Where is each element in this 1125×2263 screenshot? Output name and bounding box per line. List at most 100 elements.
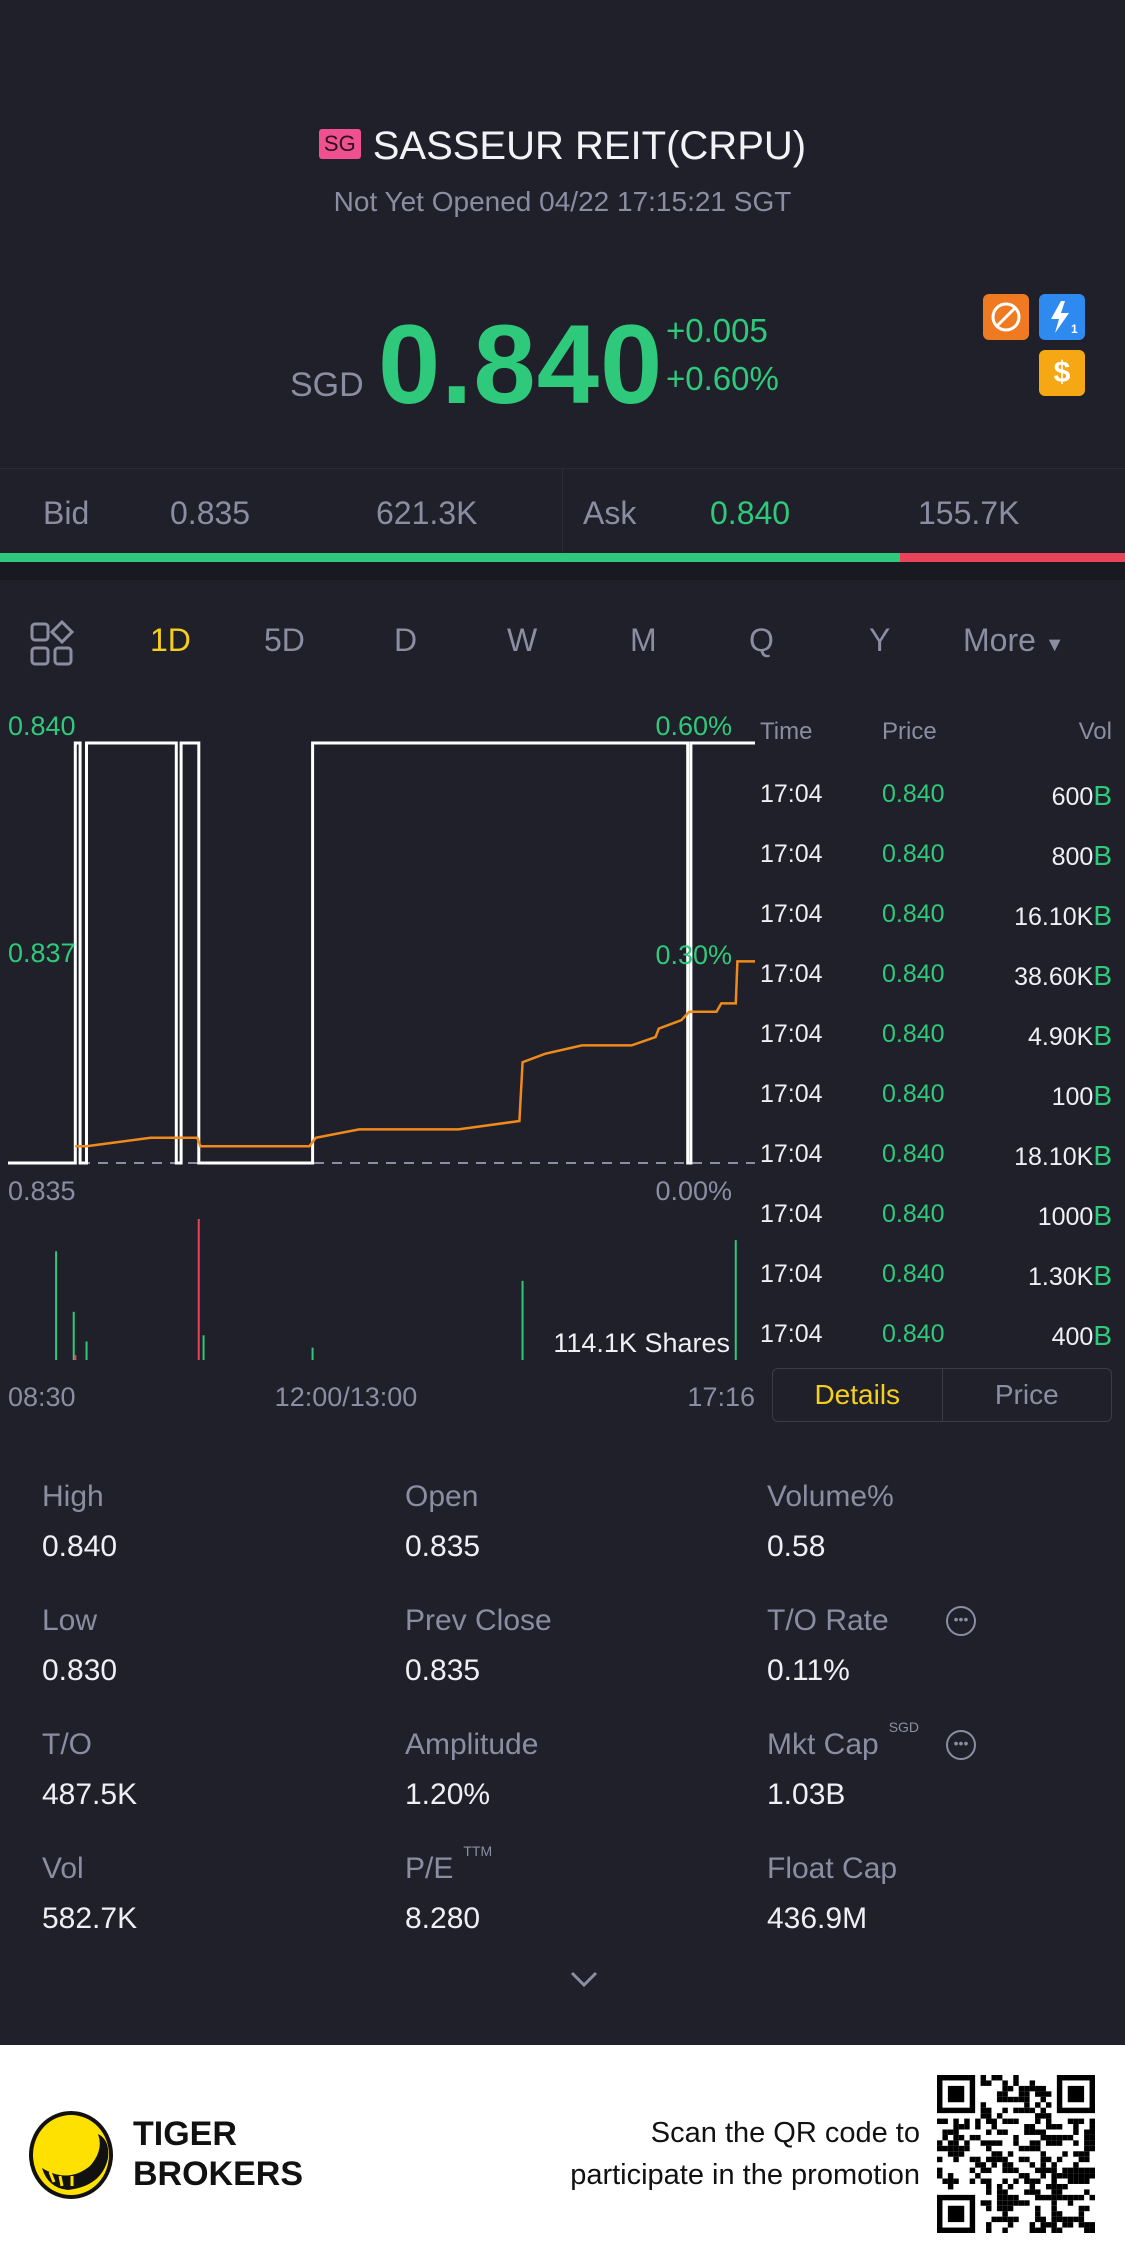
trade-row: 17:04 0.840 18.10KB (760, 1140, 1112, 1180)
exchange-badge: SG (318, 129, 361, 160)
trade-time: 17:04 (760, 1020, 823, 1048)
detail-label: Volume% (767, 1480, 894, 1514)
trade-price: 0.840 (882, 1260, 945, 1288)
dollar-icon[interactable]: $ (1039, 350, 1085, 396)
detail-value: 582.7K (42, 1902, 138, 1935)
trade-volume: 1.30KB (1028, 1260, 1112, 1292)
brand-line-1: TIGER (133, 2115, 237, 2153)
more-info-icon[interactable]: ••• (946, 1606, 976, 1636)
x-label-open: 08:30 (8, 1382, 76, 1410)
detail-value: 487.5K (42, 1778, 138, 1811)
pct-label-high: 0.60% (655, 711, 732, 741)
tab-w[interactable]: W (507, 622, 538, 658)
trade-price: 0.840 (882, 1320, 945, 1348)
no-short-icon[interactable] (983, 294, 1029, 340)
stock-title: SG SASSEUR REIT(CRPU) (0, 124, 1125, 169)
trade-price: 0.840 (882, 960, 945, 988)
detail-label: T/O Rate (767, 1604, 889, 1638)
trade-row: 17:04 0.840 4.90KB (760, 1020, 1112, 1060)
price-line (8, 741, 755, 1165)
bid-price: 0.835 (170, 495, 251, 531)
qr-code[interactable] (937, 2075, 1095, 2233)
market-status: Not Yet Opened 04/22 17:15:21 SGT (333, 186, 792, 217)
tab-more[interactable]: More ▼ (963, 622, 1065, 659)
detail-value: 0.840 (42, 1530, 118, 1563)
pct-label-low: 0.00% (655, 1176, 732, 1206)
bid-ratio-fill (0, 553, 900, 562)
trade-row: 17:04 0.840 1.30KB (760, 1260, 1112, 1300)
tiger-brokers-logo (29, 2111, 113, 2199)
trade-volume: 38.60KB (1014, 960, 1112, 992)
trade-side: B (1093, 900, 1112, 931)
more-info-icon[interactable]: ••• (946, 1730, 976, 1760)
trade-side: B (1093, 1200, 1112, 1231)
tab-q[interactable]: Q (749, 622, 774, 658)
trade-price: 0.840 (882, 900, 945, 928)
detail-label: Mkt Cap SGD (767, 1719, 919, 1762)
panel-toggle: Details Price (772, 1368, 1112, 1422)
x-label-close: 17:16 (687, 1382, 755, 1410)
price-label-low: 0.835 (8, 1176, 76, 1206)
bid-ask-row: Bid 0.835 621.3K Ask 0.840 155.7K (0, 468, 1125, 555)
ask-label: Ask (583, 495, 637, 531)
trade-side: B (1093, 1140, 1112, 1171)
trade-row: 17:04 0.840 100B (760, 1080, 1112, 1120)
detail-label-text: Prev Close (405, 1604, 552, 1637)
brand-line-2: BROKERS (133, 2155, 304, 2193)
trade-side: B (1093, 1320, 1112, 1351)
detail-label-text: Amplitude (405, 1728, 539, 1761)
trade-row: 17:04 0.840 400B (760, 1320, 1112, 1360)
trade-row: 17:04 0.840 1000B (760, 1200, 1112, 1240)
bid-ask-ratio-bar (0, 553, 1125, 562)
trade-vol-value: 100 (1051, 1083, 1094, 1111)
grid-layout-icon[interactable] (30, 619, 76, 673)
header-price: Price (882, 718, 937, 745)
trade-time: 17:04 (760, 780, 823, 808)
detail-value: 0.835 (405, 1530, 481, 1563)
detail-label-text: High (42, 1480, 104, 1513)
detail-label: Vol (42, 1852, 84, 1886)
caret-down-icon: ▼ (1044, 634, 1065, 656)
detail-label-text: Float Cap (767, 1852, 898, 1885)
trade-side: B (1093, 840, 1112, 871)
detail-unit: TTM (463, 1843, 493, 1859)
trade-time: 17:04 (760, 1320, 823, 1348)
trade-volume: 100B (1052, 1080, 1112, 1112)
trade-price: 0.840 (882, 1140, 945, 1168)
x-label-lunch: 12:00/13:00 (275, 1382, 418, 1410)
trade-vol-value: 1000 (1037, 1203, 1094, 1231)
lightning-1-icon[interactable]: 1 (1039, 294, 1085, 340)
trade-side: B (1093, 1080, 1112, 1111)
trade-volume: 1000B (1038, 1200, 1112, 1232)
bid-ask-divider (562, 469, 563, 555)
tab-d[interactable]: D (394, 622, 418, 658)
tab-y[interactable]: Y (869, 622, 891, 658)
trade-time: 17:04 (760, 1080, 823, 1108)
expand-chevron-icon[interactable] (570, 1970, 598, 1993)
trade-row: 17:04 0.840 16.10KB (760, 900, 1112, 940)
trade-price: 0.840 (882, 1080, 945, 1108)
trade-time: 17:04 (760, 900, 823, 928)
trade-time: 17:04 (760, 840, 823, 868)
trade-row: 17:04 0.840 800B (760, 840, 1112, 880)
volume-label: 114.1K Shares (553, 1328, 730, 1358)
tab-5d[interactable]: 5D (264, 622, 305, 658)
header-vol: Vol (1078, 718, 1112, 745)
trade-price: 0.840 (882, 1200, 945, 1228)
trade-price: 0.840 (882, 780, 945, 808)
ask-price: 0.840 (710, 495, 791, 531)
tab-m[interactable]: M (630, 622, 657, 658)
trade-time: 17:04 (760, 1200, 823, 1228)
trade-vol-value: 400 (1051, 1323, 1094, 1351)
price-tab[interactable]: Price (994, 1379, 1059, 1410)
detail-label: Open (405, 1480, 478, 1514)
tab-1d[interactable]: 1D (150, 622, 191, 658)
detail-label-text: Open (405, 1480, 479, 1513)
details-tab[interactable]: Details (773, 1369, 943, 1421)
detail-value: 1.20% (405, 1778, 491, 1811)
header-time: Time (760, 718, 813, 745)
intraday-chart[interactable]: 0.840 0.837 0.835 0.60% 0.30% 0.00% 114.… (0, 690, 760, 1410)
detail-label: Low (42, 1604, 97, 1638)
detail-label: Prev Close (405, 1604, 552, 1638)
